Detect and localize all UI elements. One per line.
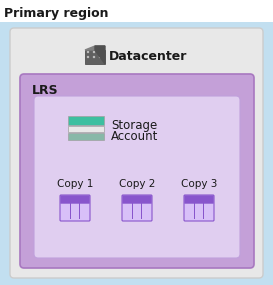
- Text: Storage: Storage: [111, 119, 157, 131]
- Circle shape: [93, 51, 95, 53]
- FancyBboxPatch shape: [20, 74, 254, 268]
- FancyBboxPatch shape: [61, 196, 90, 203]
- Text: Copy 2: Copy 2: [119, 179, 155, 189]
- Circle shape: [93, 56, 95, 58]
- Bar: [70, 203, 71, 219]
- FancyBboxPatch shape: [185, 196, 213, 203]
- Text: Copy 3: Copy 3: [181, 179, 217, 189]
- Text: Primary region: Primary region: [4, 7, 108, 19]
- Bar: [79, 203, 80, 219]
- Bar: [68, 126, 104, 132]
- Text: Datacenter: Datacenter: [109, 50, 187, 62]
- Text: Account: Account: [111, 129, 158, 142]
- Polygon shape: [95, 46, 105, 64]
- FancyBboxPatch shape: [10, 28, 263, 278]
- FancyBboxPatch shape: [34, 96, 240, 258]
- Circle shape: [87, 56, 89, 58]
- Text: LRS: LRS: [32, 84, 59, 97]
- FancyBboxPatch shape: [122, 195, 152, 221]
- Polygon shape: [85, 46, 105, 50]
- Bar: [141, 203, 142, 219]
- Circle shape: [99, 51, 101, 53]
- Bar: [0, 0, 273, 22]
- FancyBboxPatch shape: [184, 195, 214, 221]
- Bar: [68, 116, 104, 125]
- Circle shape: [87, 51, 89, 53]
- FancyBboxPatch shape: [60, 195, 90, 221]
- Bar: [194, 203, 195, 219]
- Bar: [132, 203, 133, 219]
- Text: Copy 1: Copy 1: [57, 179, 93, 189]
- Bar: [85, 50, 105, 64]
- Circle shape: [99, 56, 101, 58]
- FancyBboxPatch shape: [123, 196, 152, 203]
- Bar: [203, 203, 204, 219]
- Bar: [68, 133, 104, 140]
